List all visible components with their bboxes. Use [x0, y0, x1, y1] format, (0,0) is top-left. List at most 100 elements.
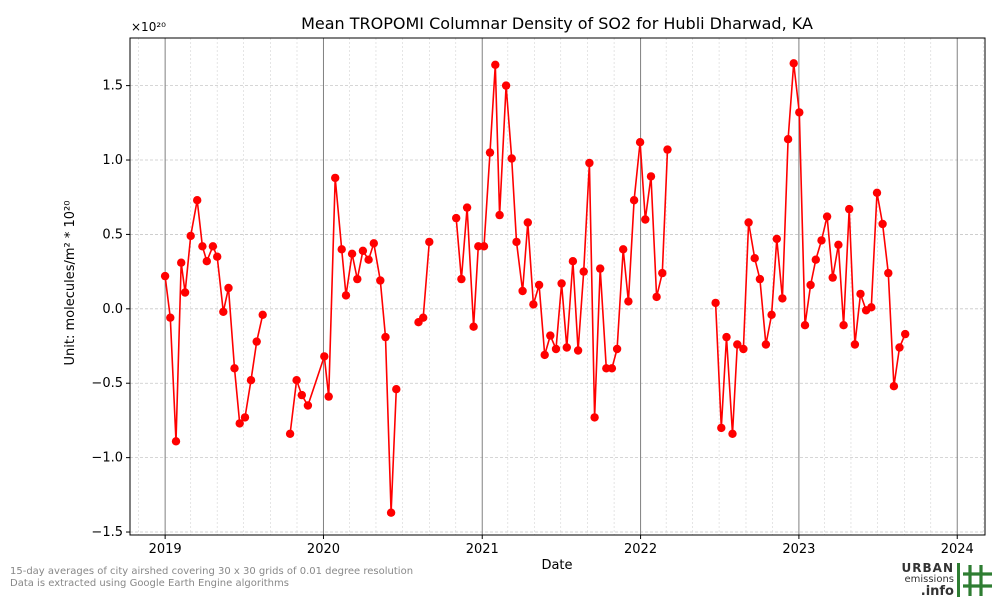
logo-word-urban: URBAN [901, 561, 954, 575]
data-point [789, 59, 798, 68]
y-axis-exponent: ×10²⁰ [131, 20, 166, 34]
data-point [585, 158, 594, 168]
data-point [534, 280, 544, 290]
data-point [425, 237, 434, 247]
logo-wordmark: URBAN emissions .info [902, 562, 954, 598]
data-point [180, 288, 190, 297]
data-point [258, 310, 267, 319]
data-point [198, 242, 207, 251]
data-point [750, 254, 759, 263]
data-point [381, 332, 390, 342]
data-point [507, 154, 516, 163]
data-point [224, 283, 233, 293]
so2-series [160, 59, 910, 517]
data-point [303, 401, 313, 410]
data-point [607, 364, 617, 373]
data-point [761, 340, 771, 349]
x-tick-label: 2023 [782, 542, 815, 557]
data-point [568, 257, 578, 266]
data-point [635, 138, 645, 147]
data-point [811, 255, 820, 264]
x-tick-label: 2022 [624, 542, 657, 557]
x-tick-label: 2019 [149, 542, 182, 557]
data-point [641, 215, 650, 224]
data-point [783, 135, 793, 144]
data-point [889, 382, 899, 391]
data-point [292, 376, 301, 385]
data-point [733, 340, 742, 349]
data-point [817, 236, 826, 245]
data-point [160, 271, 170, 281]
data-point [717, 423, 726, 433]
data-point [624, 297, 633, 306]
data-point [551, 344, 561, 354]
data-point [186, 231, 195, 241]
data-point [850, 340, 860, 349]
data-point [347, 249, 357, 258]
data-point [457, 274, 466, 284]
data-point [856, 289, 865, 299]
data-point [452, 213, 461, 223]
data-point [872, 188, 882, 197]
y-axis-ticks: −1.5 −1.0 −0.5 0.0 0.5 1.0 1.5 [91, 79, 130, 540]
data-point [828, 273, 837, 282]
data-point [596, 264, 605, 273]
data-point [341, 291, 351, 300]
data-point [479, 242, 489, 251]
data-point [711, 298, 720, 308]
data-point [523, 218, 532, 227]
data-point [755, 274, 765, 284]
data-point [495, 210, 504, 220]
data-point [806, 280, 815, 290]
data-point [285, 429, 295, 438]
x-axis-label: Date [541, 558, 572, 573]
data-point [845, 204, 854, 214]
data-point [491, 60, 500, 69]
data-point [834, 240, 843, 249]
data-point [386, 508, 396, 517]
data-point [646, 172, 656, 181]
data-point [663, 145, 672, 154]
data-point [364, 255, 373, 264]
y-tick-label: −0.5 [91, 376, 123, 391]
urban-emissions-logo: URBAN emissions .info [898, 562, 998, 598]
data-point [895, 343, 904, 352]
data-point [629, 196, 639, 205]
data-point [722, 332, 731, 342]
logo-word-emissions: emissions [904, 574, 954, 585]
data-point [557, 279, 566, 288]
x-tick-label: 2020 [307, 542, 340, 557]
data-point [901, 329, 910, 339]
x-tick-label: 2021 [466, 542, 499, 557]
data-point [166, 313, 175, 322]
data-point [320, 352, 329, 361]
data-point [213, 252, 222, 261]
data-point [867, 303, 876, 312]
data-point [822, 212, 832, 221]
data-point [337, 245, 346, 254]
data-point [573, 346, 583, 355]
data-point [219, 307, 228, 316]
data-point [240, 413, 250, 422]
data-point [772, 234, 781, 244]
data-point [230, 364, 239, 373]
data-point [518, 286, 527, 296]
data-point [208, 242, 218, 251]
data-point [884, 268, 893, 278]
y-tick-label: 1.5 [102, 79, 123, 94]
data-point [331, 173, 340, 183]
data-point [512, 237, 521, 247]
data-point [469, 322, 478, 331]
footnote-line-1: 15-day averages of city airshed covering… [10, 566, 414, 577]
data-point [800, 321, 810, 330]
data-point [546, 331, 555, 340]
data-point [739, 344, 748, 354]
data-point [358, 246, 368, 255]
footnote-line-2: Data is extracted using Google Earth Eng… [10, 578, 289, 589]
x-axis-ticks: 2019 2020 2021 2022 2023 2024 [149, 535, 974, 557]
logo-word-info: .info [920, 584, 954, 599]
data-point [246, 376, 256, 385]
data-point [612, 344, 622, 354]
y-tick-label: 1.0 [102, 153, 123, 168]
